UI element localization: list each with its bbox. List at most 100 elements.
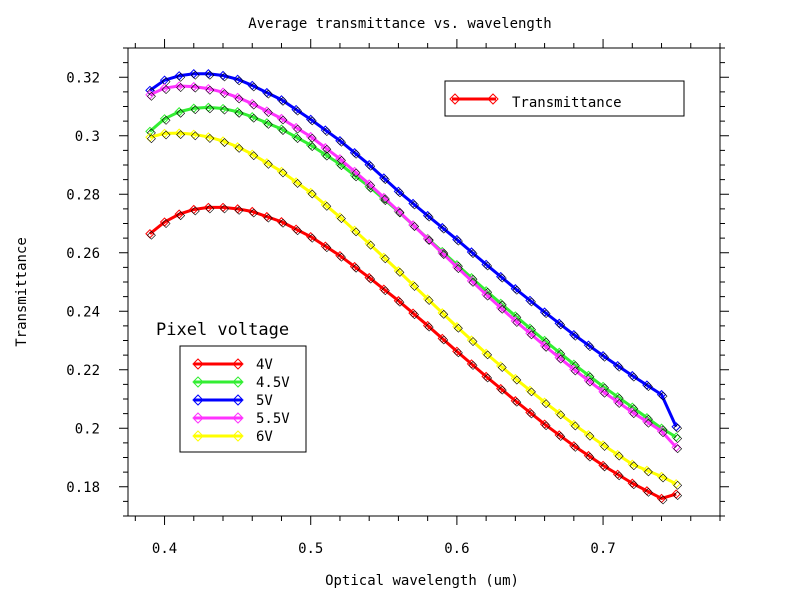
series-point-shadow: [453, 236, 463, 246]
series-point-shadow: [395, 267, 405, 277]
series-point-shadow: [322, 151, 332, 161]
series-point-shadow: [380, 194, 390, 204]
series-point-shadow: [293, 134, 303, 143]
legend-label: 6V: [256, 429, 273, 445]
series-point-shadow: [600, 388, 609, 398]
legend-marker: [192, 412, 204, 424]
series-point-shadow: [673, 444, 683, 454]
series-point-shadow: [629, 372, 639, 382]
series-point-shadow: [351, 149, 361, 159]
series-point-shadow: [497, 273, 507, 283]
legend-item: 6V: [192, 429, 273, 445]
series-point-shadow: [307, 233, 317, 243]
series-point-shadow: [322, 243, 332, 253]
series-point-shadow: [366, 240, 376, 250]
series-line: [149, 131, 677, 486]
series-point-shadow: [234, 205, 244, 215]
series-point-shadow: [249, 82, 259, 92]
x-tick-label: 0.5: [298, 541, 323, 557]
series-point-shadow: [658, 391, 668, 401]
series-point-shadow: [483, 261, 493, 271]
chart-title: Average transmittance vs. wavelength: [248, 16, 551, 32]
series-point-shadow: [293, 106, 303, 116]
series-point-shadow: [483, 373, 493, 383]
series-point-shadow: [351, 168, 361, 178]
series-point-shadow: [497, 385, 507, 395]
legend-marker: [232, 376, 244, 388]
y-tick-label: 0.2: [75, 421, 100, 437]
series-point-shadow: [190, 70, 200, 80]
series-point-shadow: [190, 206, 200, 216]
series-point-shadow: [658, 495, 668, 505]
legend: 4V 4.5V 5V 5.5V 6V: [192, 357, 290, 445]
x-tick-label: 0.4: [152, 541, 177, 557]
series-point-shadow: [527, 409, 536, 419]
series-point-shadow: [629, 480, 639, 490]
series-point-shadow: [585, 342, 595, 352]
series-point-shadow: [556, 410, 566, 420]
series-point-shadow: [468, 277, 478, 287]
series-point-shadow: [366, 161, 376, 171]
x-tick-label: 0.6: [444, 541, 469, 557]
series-point-shadow: [161, 130, 171, 140]
series-point-shadow: [220, 105, 229, 115]
series-point-shadow: [307, 116, 317, 126]
series-point-shadow: [380, 175, 390, 184]
series-4V: [145, 202, 683, 505]
series-point-shadow: [176, 108, 186, 118]
x-axis: 0.4 0.5 0.6 0.7: [134, 39, 721, 557]
series-point-shadow: [278, 218, 288, 228]
legend-item: 5V: [192, 393, 273, 409]
legend-label: 4V: [256, 357, 273, 373]
series-point-shadow: [307, 189, 317, 199]
legend-title: Pixel voltage: [156, 320, 289, 340]
series-point-shadow: [570, 442, 580, 452]
series-point-shadow: [263, 119, 273, 129]
series-point-shadow: [190, 105, 200, 115]
series-point-shadow: [439, 248, 449, 258]
series-point-shadow: [322, 144, 332, 154]
series-point-shadow: [439, 250, 449, 259]
series-point-shadow: [600, 441, 609, 451]
series-point-shadow: [439, 335, 449, 345]
y-axis: 0.18 0.2 0.22 0.24 0.26 0.28 0.3 0.32: [66, 47, 729, 517]
series-point-shadow: [147, 134, 156, 144]
series-point-shadow: [585, 452, 595, 462]
y-tick-label: 0.24: [66, 304, 100, 320]
series-point-shadow: [190, 83, 200, 93]
legend-marker: [192, 394, 204, 406]
series-point-shadow: [629, 461, 639, 471]
series-point-shadow: [337, 137, 346, 147]
top-legend-marker: [487, 93, 499, 105]
series-point-shadow: [512, 375, 522, 385]
series-point-shadow: [147, 128, 156, 138]
series-point-shadow: [439, 224, 449, 234]
series-point-shadow: [556, 432, 566, 441]
series-point-shadow: [395, 207, 405, 217]
x-tick-label: 0.7: [590, 541, 615, 557]
series-point-shadow: [585, 431, 595, 441]
series-point-shadow: [380, 286, 390, 296]
series-point-shadow: [249, 208, 259, 218]
series-point-shadow: [410, 310, 419, 320]
series-point-shadow: [439, 309, 449, 319]
legend-item: 5.5V: [192, 411, 290, 427]
series-point-shadow: [527, 297, 536, 307]
series-point-shadow: [643, 382, 653, 392]
series-point-shadow: [322, 127, 332, 136]
x-axis-label: Optical wavelength (um): [325, 573, 519, 589]
legend-marker: [232, 412, 244, 424]
series-point-shadow: [541, 421, 551, 431]
series-5.5V: [145, 81, 683, 454]
series-point-shadow: [220, 72, 229, 82]
series-point-shadow: [614, 399, 624, 408]
series-point-shadow: [161, 85, 171, 94]
series-point-shadow: [410, 282, 419, 291]
series-point-shadow: [205, 85, 215, 95]
series-line: [149, 72, 678, 428]
series-point-shadow: [263, 108, 273, 117]
series-point-shadow: [380, 254, 390, 264]
series-line: [149, 84, 678, 449]
